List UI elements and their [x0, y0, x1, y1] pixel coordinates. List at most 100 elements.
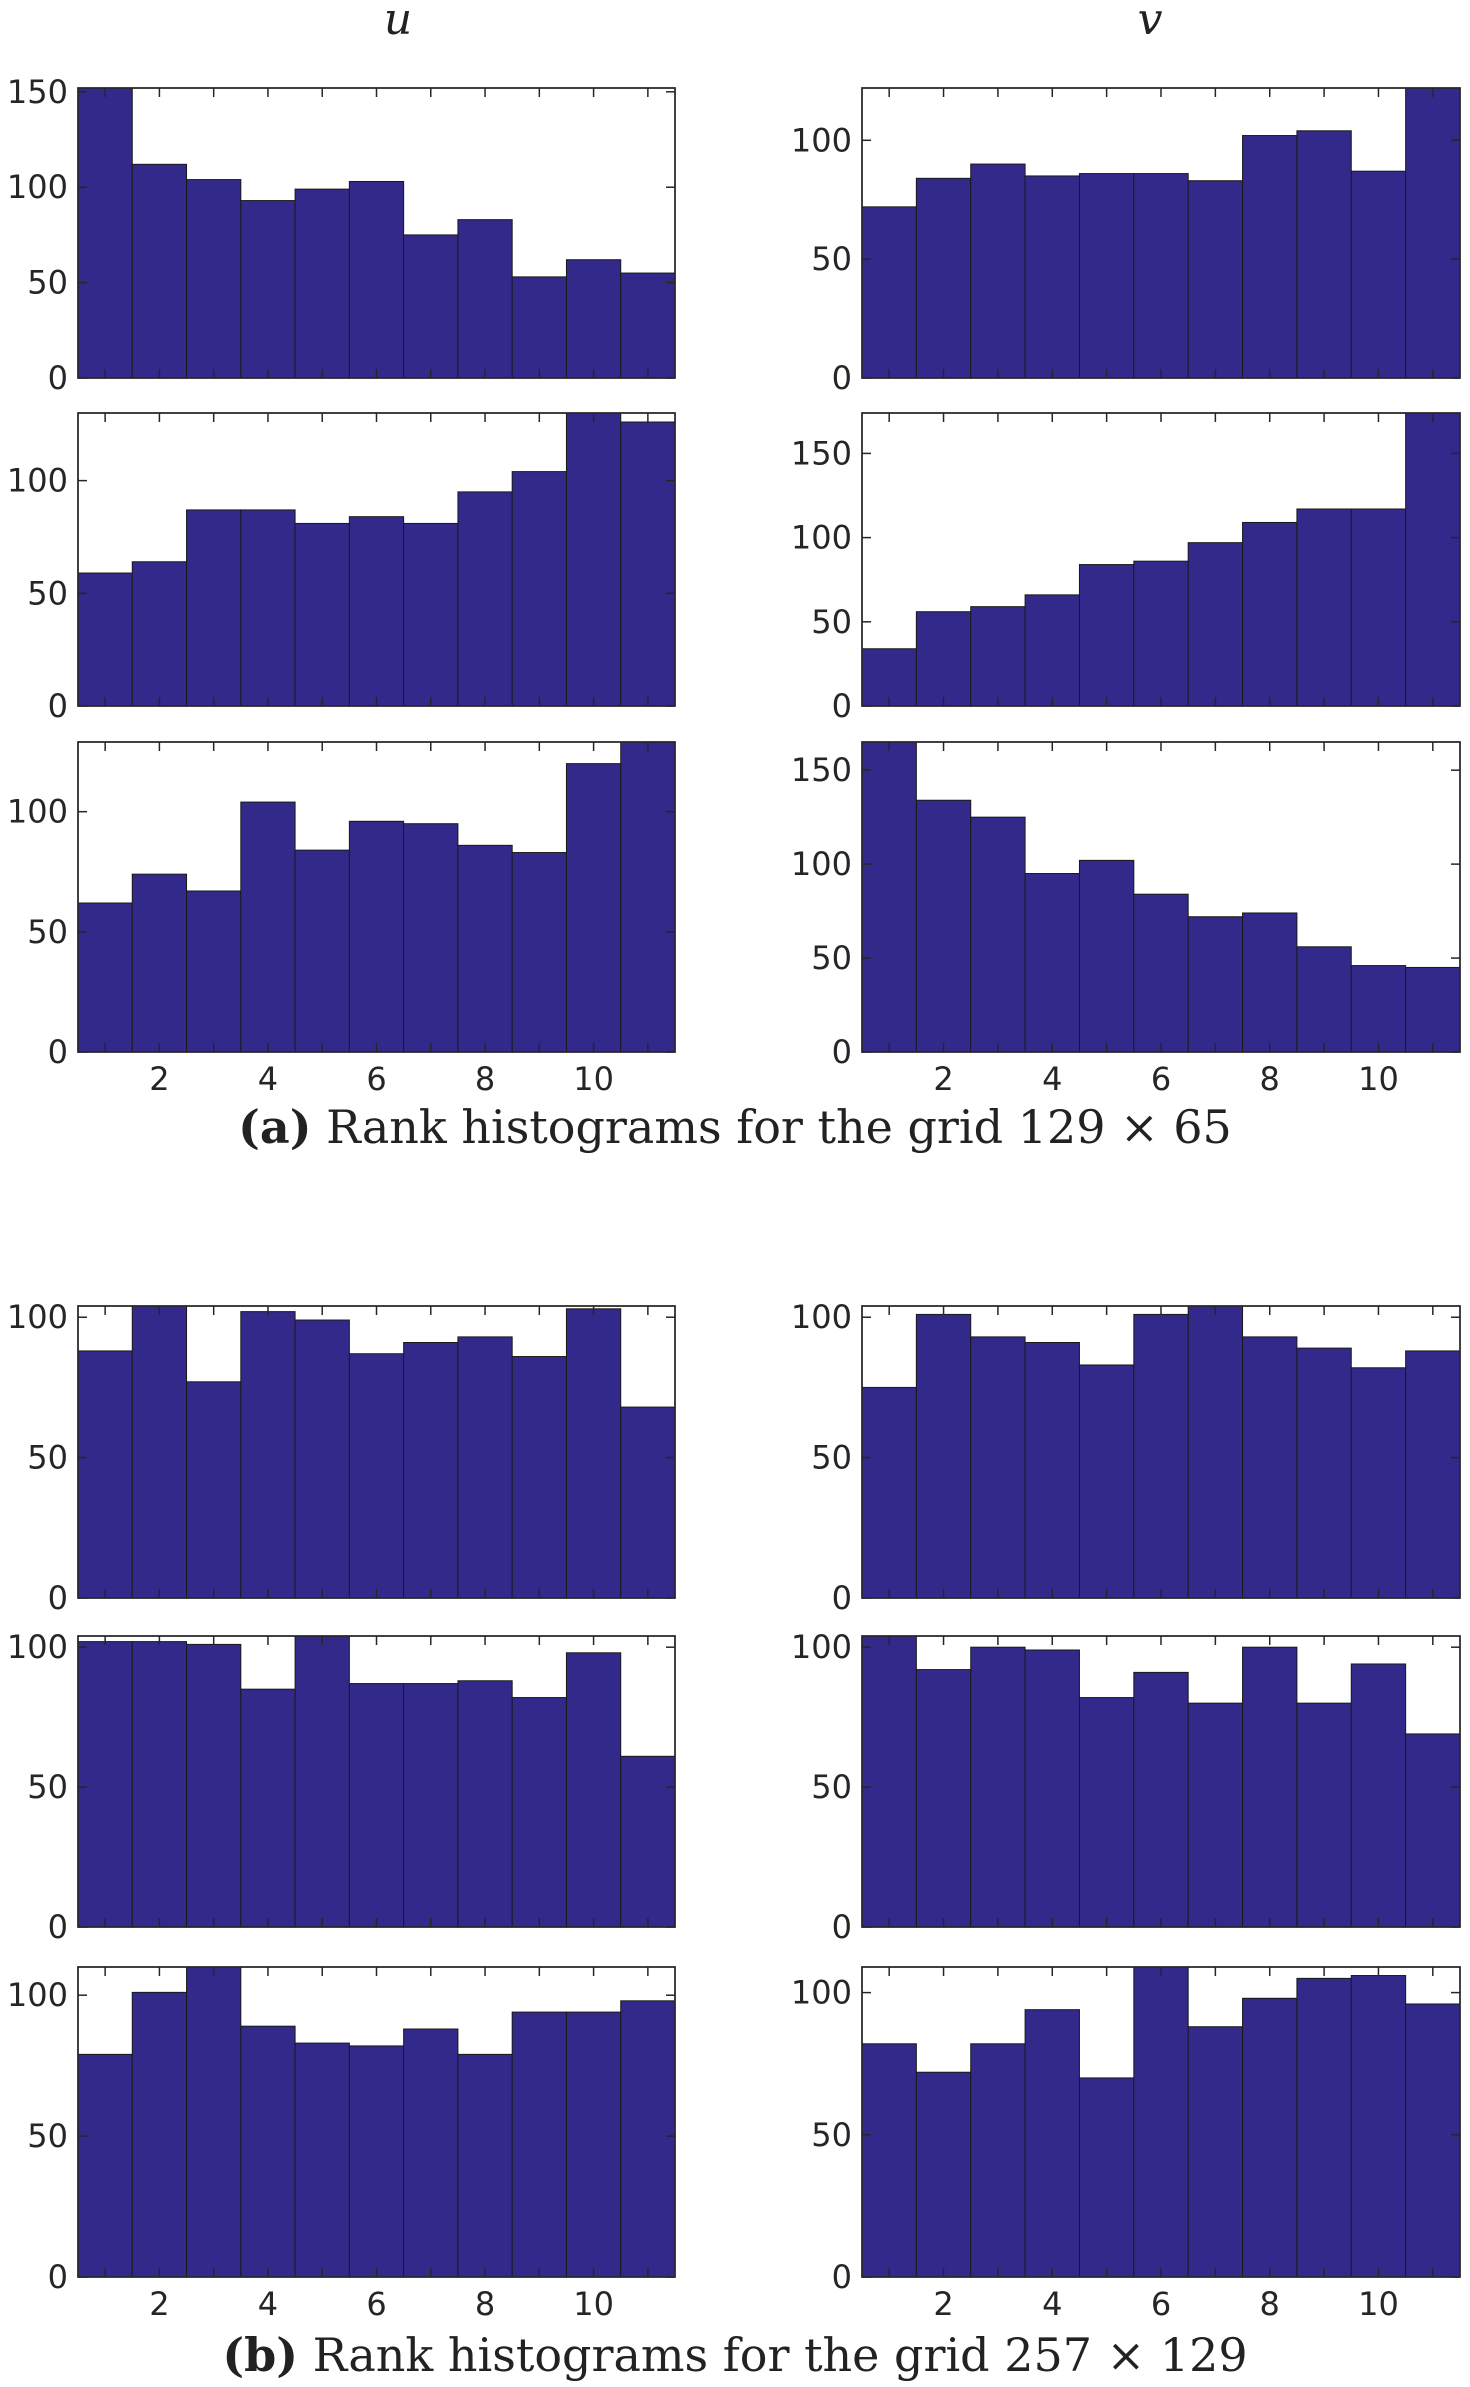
y-tick-label: 0	[832, 1033, 852, 1071]
x-tick-label: 8	[475, 1060, 495, 1098]
bar	[970, 2043, 1026, 2278]
bar	[915, 799, 972, 1053]
bar	[1078, 173, 1135, 379]
y-tick-label: 100	[791, 519, 852, 557]
bar	[240, 509, 296, 707]
bar	[77, 902, 133, 1053]
bar	[77, 87, 133, 379]
y-tick-label: 150	[7, 73, 68, 111]
column-title-u: u	[383, 0, 413, 45]
histogram-a-v-2: 0 50 100 150	[791, 412, 1461, 725]
bar	[565, 1308, 622, 1599]
bar	[1405, 966, 1461, 1053]
bar	[565, 2011, 622, 2278]
bar	[620, 1755, 676, 1928]
bar	[1133, 1313, 1189, 1599]
bar	[1078, 1697, 1135, 1928]
y-tick-label: 0	[832, 687, 852, 725]
bar	[1350, 1367, 1407, 1599]
bar	[565, 412, 622, 707]
bar	[620, 2000, 676, 2278]
bar	[1078, 859, 1135, 1053]
bar	[1133, 1966, 1189, 2278]
histogram-a-u-1: 0 50 100 150	[7, 73, 676, 397]
bar	[77, 1350, 133, 1599]
bar	[1350, 965, 1407, 1053]
bar	[1133, 1671, 1189, 1928]
bar	[131, 1641, 188, 1928]
bar	[403, 2028, 459, 2278]
y-tick-label: 0	[832, 1579, 852, 1617]
histogram-b-u-2: 0 50 100	[7, 1628, 676, 1946]
bar	[457, 844, 513, 1053]
bar	[565, 259, 622, 379]
bar	[620, 1406, 676, 1599]
bar	[131, 1305, 188, 1599]
bar	[1296, 946, 1352, 1053]
bar	[915, 177, 972, 379]
bar	[1242, 1336, 1298, 1599]
bar	[348, 2045, 405, 2278]
bar	[511, 1697, 567, 1928]
y-tick-label: 0	[48, 2258, 68, 2296]
bar	[1350, 508, 1407, 707]
x-tick-label: 4	[258, 1060, 278, 1098]
bar	[1296, 1977, 1352, 2278]
x-tick-label: 6	[366, 1060, 386, 1098]
bar	[511, 1356, 567, 1599]
bar	[403, 522, 459, 707]
y-tick-label: 0	[832, 359, 852, 397]
bar	[1187, 1702, 1244, 1928]
x-tick-label: 4	[258, 2285, 278, 2323]
bar	[403, 1342, 459, 1599]
caption-b: (b) Rank histograms for the grid 257 × 1…	[0, 2328, 1470, 2382]
bar	[403, 823, 459, 1053]
bar	[131, 561, 188, 707]
histogram-b-v-1: 0 50 100	[791, 1298, 1461, 1617]
bar	[1405, 2003, 1461, 2278]
y-tick-label: 50	[811, 939, 852, 977]
bar	[1187, 916, 1244, 1053]
y-tick-label: 50	[27, 2117, 68, 2155]
bar	[186, 509, 242, 707]
y-tick-label: 50	[811, 1439, 852, 1477]
bar	[457, 2053, 513, 2278]
bar	[1350, 1663, 1407, 1928]
y-tick-label: 50	[27, 264, 68, 302]
bar	[240, 2025, 296, 2278]
bar	[1350, 170, 1407, 379]
y-tick-label: 100	[7, 1976, 68, 2014]
bar	[131, 873, 188, 1053]
bar	[1405, 87, 1461, 379]
bar	[457, 1336, 513, 1599]
bar	[1405, 1350, 1461, 1599]
caption-a-text: Rank histograms for the grid 129 × 65	[326, 1100, 1232, 1154]
y-tick-label: 150	[791, 751, 852, 789]
bar	[457, 219, 513, 379]
bar	[1296, 130, 1352, 379]
y-tick-label: 100	[7, 462, 68, 500]
bar	[1024, 594, 1080, 707]
histogram-b-u-3: 0 50 100 2 4 6 8 10	[7, 1966, 676, 2323]
bar	[1296, 1702, 1352, 1928]
x-tick-label: 6	[1151, 1060, 1171, 1098]
bar	[294, 1635, 350, 1928]
bar	[861, 741, 917, 1053]
bar	[1024, 873, 1080, 1053]
bar	[1242, 1997, 1298, 2278]
y-tick-label: 0	[48, 359, 68, 397]
bar	[861, 206, 917, 379]
bar	[403, 234, 459, 379]
bar	[348, 1683, 405, 1928]
bar	[348, 180, 405, 379]
histogram-a-v-1: 0 50 100	[791, 87, 1461, 397]
x-tick-label: 8	[1260, 2285, 1280, 2323]
bar	[511, 2011, 567, 2278]
bar	[403, 1683, 459, 1928]
bar	[457, 1680, 513, 1928]
caption-a: (a) Rank histograms for the grid 129 × 6…	[0, 1100, 1470, 1154]
bar	[565, 763, 622, 1053]
x-tick-label: 10	[573, 1060, 614, 1098]
bar	[861, 1635, 917, 1928]
bar	[1024, 1649, 1080, 1928]
